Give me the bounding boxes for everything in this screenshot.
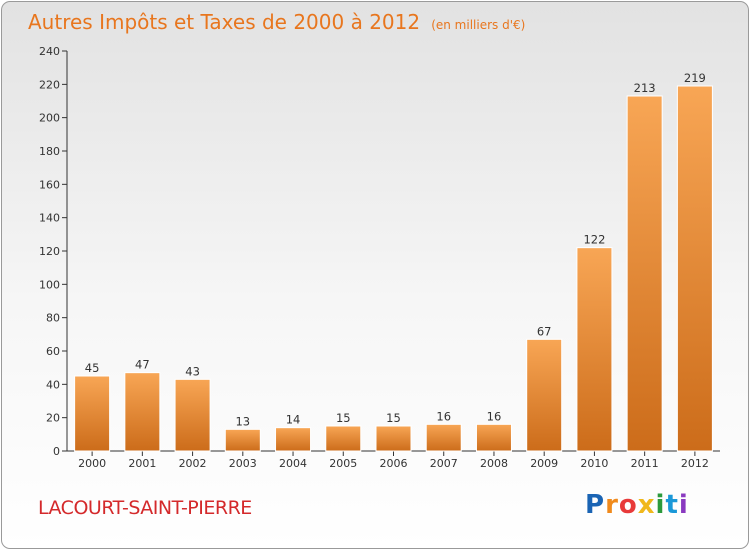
bar <box>626 95 663 452</box>
bar <box>475 423 512 452</box>
data-label: 122 <box>583 233 605 247</box>
data-label: 47 <box>135 358 150 372</box>
bar <box>676 85 713 452</box>
bar <box>375 425 412 452</box>
chart-title-text: Autres Impôts et Taxes de 2000 à 2012 <box>28 10 421 34</box>
chart-unit-label: (en milliers d'€) <box>431 18 526 32</box>
y-tick-label: 160 <box>39 178 60 191</box>
y-tick-label: 40 <box>46 378 60 391</box>
data-label: 45 <box>85 361 100 375</box>
bar <box>275 427 312 452</box>
x-tick-label: 2008 <box>480 457 508 470</box>
data-label: 16 <box>487 409 502 423</box>
y-tick-label: 20 <box>46 412 60 425</box>
chart-title: Autres Impôts et Taxes de 2000 à 2012 (e… <box>28 10 525 34</box>
bar <box>224 428 261 452</box>
data-labels: 45 47 43 13 14 15 15 16 16 67 122 213 219 <box>85 71 706 428</box>
bar <box>124 372 161 452</box>
y-tick-label: 60 <box>46 345 60 358</box>
x-axis: 2000 2001 2002 2003 2004 2005 2006 2007 2008 2009… <box>67 450 720 470</box>
x-tick-label: 2003 <box>229 457 257 470</box>
x-tick-label: 2004 <box>279 457 307 470</box>
x-tick-label: 2006 <box>380 457 408 470</box>
y-tick-label: 0 <box>53 445 60 458</box>
x-tick-label: 2007 <box>430 457 458 470</box>
data-label: 43 <box>185 364 200 378</box>
data-label: 213 <box>634 81 656 95</box>
data-label: 219 <box>684 71 706 85</box>
logo-letter: o <box>618 490 638 520</box>
data-label: 16 <box>436 409 451 423</box>
y-tick-label: 120 <box>39 245 60 258</box>
x-tick-label: 2002 <box>179 457 207 470</box>
bar <box>526 338 563 452</box>
y-tick-label: 240 <box>39 45 60 58</box>
y-tick-label: 200 <box>39 112 60 125</box>
x-tick-label: 2012 <box>681 457 709 470</box>
logo-letter: r <box>605 490 619 520</box>
x-tick-label: 2009 <box>530 457 558 470</box>
bars <box>74 85 713 452</box>
x-tick-label: 2000 <box>78 457 106 470</box>
data-label: 14 <box>286 413 301 427</box>
bar <box>325 425 362 452</box>
y-tick-label: 180 <box>39 145 60 158</box>
y-tick-label: 140 <box>39 212 60 225</box>
data-label: 15 <box>336 411 351 425</box>
data-label: 67 <box>537 324 552 338</box>
y-tick-label: 220 <box>39 78 60 91</box>
logo-letter: i <box>678 490 689 520</box>
data-label: 15 <box>386 411 401 425</box>
logo-letter: x <box>637 490 656 520</box>
y-axis: 0 20 40 60 80 100 120 140 160 180 200 220 240 <box>39 45 68 458</box>
x-tick-label: 2005 <box>329 457 357 470</box>
bar <box>425 423 462 452</box>
y-tick-label: 80 <box>46 312 60 325</box>
proxiti-logo[interactable]: Proxiti <box>585 490 689 520</box>
y-tick-label: 100 <box>39 278 60 291</box>
commune-name: LACOURT-SAINT-PIERRE <box>38 497 252 519</box>
bar <box>74 375 111 452</box>
x-tick-label: 2010 <box>580 457 608 470</box>
bar <box>576 247 613 452</box>
logo-letter: P <box>585 490 606 520</box>
data-label: 13 <box>235 414 250 428</box>
x-tick-label: 2001 <box>128 457 156 470</box>
logo-letter: i <box>655 490 666 520</box>
x-tick-label: 2011 <box>631 457 659 470</box>
bar <box>174 378 211 452</box>
logo-letter: t <box>665 490 679 520</box>
